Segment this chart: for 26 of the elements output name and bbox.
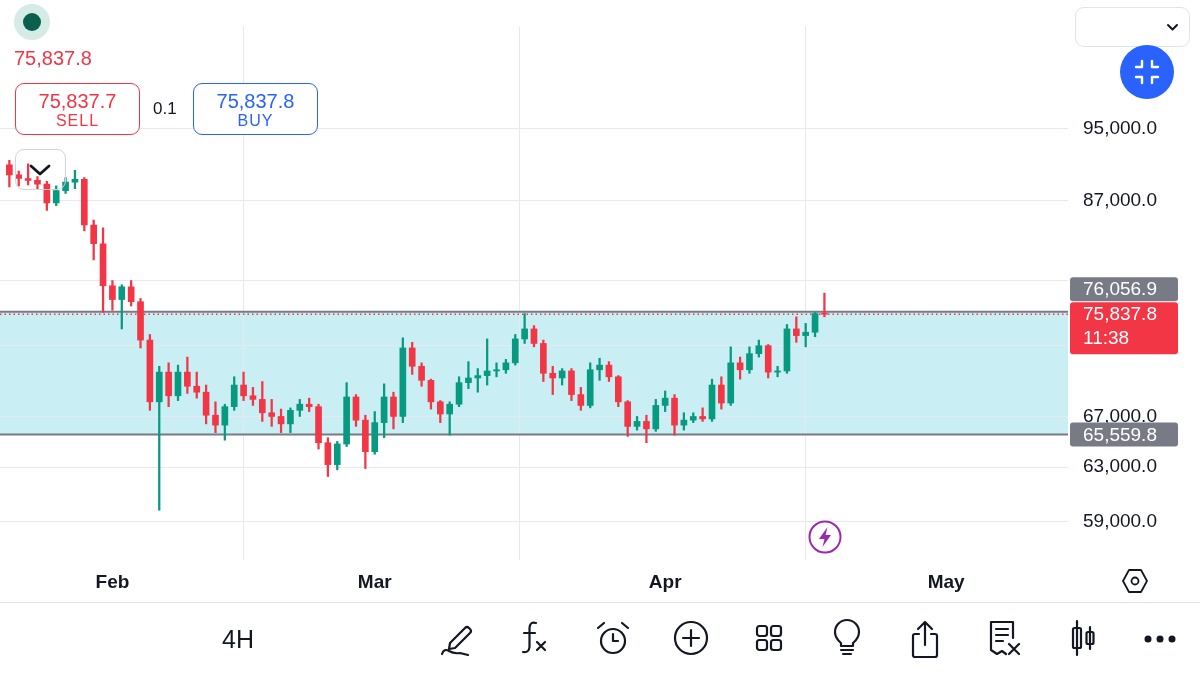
x-tick-label: Mar — [357, 570, 393, 592]
y-tick-label: 95,000.0 — [1083, 116, 1157, 138]
candlestick — [212, 401, 219, 433]
candlestick — [596, 357, 603, 381]
y-tick-label: 67,000.0 — [1083, 404, 1157, 426]
candlestick — [643, 414, 650, 444]
x-tick-label: May — [927, 570, 966, 592]
annotation: SELL — [54, 112, 101, 129]
sell-button: 75,837.7 SELL — [15, 83, 140, 135]
ref-line-label: 75,837.8 11:38 — [1083, 303, 1157, 349]
y-tick-label: 63,000.0 — [1083, 455, 1157, 477]
annotation: 75,837.8 — [14, 47, 92, 69]
buy-button: 75,837.8 BUY — [193, 83, 318, 135]
annotation: 75,837.8 — [215, 90, 296, 112]
annotation: BUY — [236, 112, 275, 129]
y-tick-label: 87,000.0 — [1083, 189, 1157, 211]
x-tick-label: Feb — [95, 570, 130, 592]
annotation: 0.1 — [153, 99, 177, 118]
annotation: 75,837.7 — [37, 90, 118, 112]
candlestick — [493, 362, 500, 378]
candlestick — [465, 361, 472, 389]
x-tick-label: Apr — [648, 570, 683, 592]
y-tick-label: 59,000.0 — [1083, 509, 1157, 531]
ref-line-label: 76,056.9 — [1083, 278, 1157, 300]
text: 4H — [222, 625, 254, 653]
ref-line-label: 65,559.8 — [1083, 423, 1157, 445]
